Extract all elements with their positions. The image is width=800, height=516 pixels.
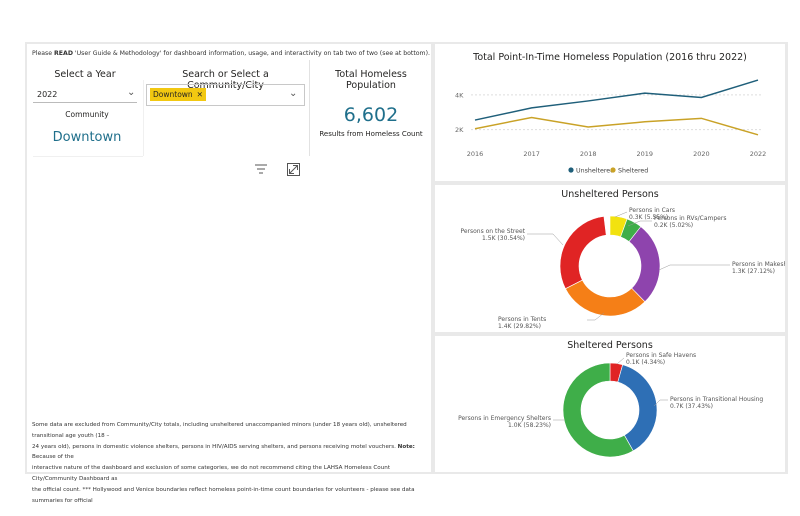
x-tick-label: 2019 [637, 150, 654, 158]
line-chart: 4K 2K 2016 2017 2018 2019 2020 2022 Unsheltered S… [455, 79, 767, 174]
total-card-subtitle: Results from Homeless Count [319, 130, 423, 138]
line-chart-card: Total Point-In-Time Homeless Population … [435, 44, 785, 181]
total-population-card: Total Homeless Population 6,602 Results … [309, 60, 432, 156]
footnote-line: 24 years old), persons in domestic viole… [32, 443, 415, 461]
line-chart-title: Total Point-In-Time Homeless Population … [473, 52, 747, 63]
slice-label: Persons in Makeshift Shelters [732, 261, 785, 268]
unsheltered-chart-title: Unsheltered Persons [561, 189, 659, 200]
slice-value-label: 1.3K (27.12%) [732, 268, 775, 275]
year-dropdown[interactable]: 2022 ⌄ [33, 86, 137, 103]
footnote-line: Some data are excluded from Community/Ci… [32, 422, 407, 439]
legend-marker [568, 167, 574, 173]
leader-line [527, 233, 564, 246]
donut-slice [565, 279, 646, 317]
total-card-label: Total Homeless Population [335, 69, 407, 91]
slice-label: Persons in RVs/Campers [654, 215, 726, 222]
x-tick-label: 2016 [467, 150, 484, 158]
sheltered-series-line [474, 116, 759, 136]
slice-value-label: 1.5K (30.54%) [482, 235, 525, 242]
slice-label: Persons on the Street [460, 228, 525, 235]
community-value: Downtown [52, 130, 122, 145]
city-filter-label: Search or Select a Community/City [182, 69, 269, 91]
year-filter-label: Select a Year [54, 69, 116, 80]
slice-value-label: 0.7K (37.43%) [670, 403, 713, 410]
sheltered-chart-card: Sheltered Persons Persons in Safe Havens… [435, 336, 785, 472]
slice-value-label: 0.3K (5.55%) [629, 214, 668, 221]
leader-line [653, 399, 668, 407]
divider [33, 156, 143, 157]
leader-line [627, 220, 652, 227]
chip-label: Downtown [153, 90, 193, 99]
legend-marker [610, 167, 616, 173]
x-tick-label: 2020 [693, 150, 710, 158]
slice-label: Persons in Cars [629, 207, 675, 214]
donut-slice [562, 362, 634, 458]
selected-city-chip[interactable]: Downtown ✕ [150, 88, 206, 101]
filter-panel: Please READ 'User Guide & Methodology' f… [27, 44, 432, 504]
unsheltered-chart-card: Unsheltered Persons Persons in Cars 0.3K … [435, 185, 785, 332]
donut-slice [559, 216, 607, 290]
chevron-down-icon[interactable]: ⌄ [289, 88, 298, 99]
slice-label: Persons in Transitional Housing [670, 396, 763, 403]
y-tick-label: 4K [455, 91, 464, 99]
slice-value-label: 1.4K (29.82%) [498, 323, 541, 330]
legend-label: Unsheltered [576, 167, 614, 174]
leader-line [658, 264, 730, 271]
leader-line [614, 211, 628, 218]
chevron-down-icon: ⌄ [127, 87, 136, 98]
filter-icon[interactable] [254, 162, 268, 176]
slice-label: Persons in Emergency Shelters [458, 415, 551, 422]
sheltered-chart-title: Sheltered Persons [567, 340, 653, 351]
leader-line [587, 312, 605, 321]
x-tick-label: 2017 [523, 150, 540, 158]
slice-value-label: 0.2K (5.02%) [654, 222, 693, 229]
x-tick-label: 2022 [750, 150, 767, 158]
total-population-value: 6,602 [343, 104, 399, 126]
community-label: Community [65, 110, 109, 119]
remove-chip-icon[interactable]: ✕ [196, 90, 203, 99]
slice-value-label: 0.1K (4.34%) [626, 359, 665, 366]
city-search-input[interactable]: Downtown ✕ ⌄ [146, 84, 305, 106]
leader-line [616, 357, 625, 365]
y-tick-label: 2K [455, 126, 464, 134]
x-tick-label: 2018 [580, 150, 597, 158]
year-dropdown-value: 2022 [37, 90, 58, 99]
slice-label: Persons in Tents [498, 316, 546, 323]
footnote: Some data are excluded from Community/Ci… [32, 420, 428, 506]
user-guide-notice: Please READ 'User Guide & Methodology' f… [32, 50, 430, 57]
slice-value-label: 1.0K (58.23%) [508, 422, 551, 429]
slice-label: Persons in Safe Havens [626, 352, 696, 359]
divider [143, 80, 144, 156]
legend-label: Sheltered [618, 167, 648, 174]
focus-mode-icon[interactable] [286, 162, 301, 177]
unsheltered-series-line [474, 79, 759, 121]
footnote-line: the official count. *** Hollywood and Ve… [32, 486, 415, 504]
footnote-line: interactive nature of the dashboard and … [32, 465, 391, 482]
